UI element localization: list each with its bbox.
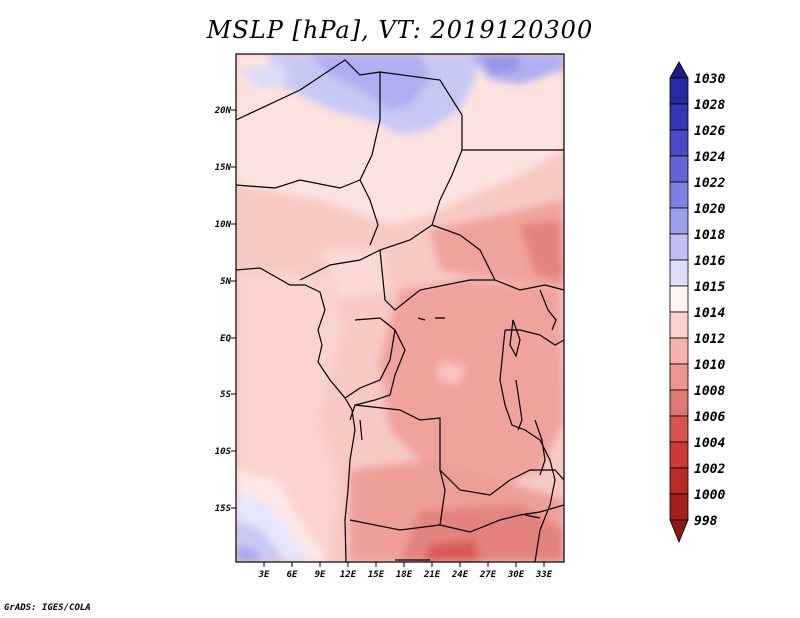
lat-label: 5S — [220, 390, 231, 400]
lat-label: 15S — [215, 504, 232, 514]
colorbar-label: 1000 — [694, 488, 725, 503]
colorbar-swatch — [669, 389, 689, 417]
lon-labels: 3E 6E 9E 12E 15E 18E 21E 24E 27E 30E 33E — [258, 570, 553, 580]
colorbar-swatch — [669, 467, 689, 495]
colorbar-label: 1018 — [694, 228, 725, 243]
lon-label: 12E — [340, 570, 357, 580]
lon-label: 6E — [287, 570, 298, 580]
colorbar-swatch — [669, 77, 689, 105]
map-title: MSLP [hPa], VT: 2019120300 — [206, 16, 594, 44]
colorbar-swatch — [669, 441, 689, 469]
colorbar-label: 1022 — [694, 176, 725, 191]
colorbar-swatch — [669, 311, 689, 339]
colorbar-swatch — [669, 363, 689, 391]
colorbar-top-triangle — [669, 61, 689, 79]
colorbar-label: 1002 — [694, 462, 725, 477]
lat-label: 10S — [215, 447, 232, 457]
lon-label: 21E — [423, 570, 441, 580]
colorbar-label: 998 — [694, 514, 718, 529]
lat-labels: 20N 15N 10N 5N EQ 5S 10S 15S — [214, 106, 232, 514]
colorbar-swatch — [669, 285, 689, 313]
colorbar-label: 1020 — [694, 202, 725, 217]
lakes — [359, 289, 557, 519]
colorbar-label: 1015 — [694, 280, 725, 295]
pressure-shading — [236, 54, 564, 562]
colorbar-label: 1010 — [694, 358, 725, 373]
lon-label: 30E — [507, 570, 525, 580]
lon-label: 18E — [396, 570, 413, 580]
colorbar-swatch — [669, 155, 689, 183]
lon-label: 9E — [315, 570, 326, 580]
lat-label: 20N — [214, 106, 232, 116]
colorbar-label: 1004 — [694, 436, 725, 451]
lat-label: 5N — [220, 277, 231, 287]
colorbar-swatch — [669, 259, 689, 287]
colorbar-label: 1030 — [694, 72, 725, 87]
colorbar-swatch — [669, 415, 689, 443]
lat-ticks — [231, 109, 236, 509]
colorbar-label: 1008 — [694, 384, 725, 399]
colorbar-bottom-triangle — [669, 519, 689, 544]
colorbar-swatch — [669, 129, 689, 157]
lon-label: 24E — [451, 570, 469, 580]
colorbar-swatch — [669, 181, 689, 209]
colorbar-swatch — [669, 103, 689, 131]
colorbar-label: 1012 — [694, 332, 725, 347]
colorbar-label: 1016 — [694, 254, 725, 269]
lat-label: 15N — [215, 163, 232, 173]
lon-ticks — [263, 562, 545, 567]
lat-label: 10N — [215, 220, 232, 230]
colorbar-swatch — [669, 493, 689, 521]
colorbar-label: 1026 — [694, 124, 725, 139]
lat-label: EQ — [220, 334, 231, 344]
colorbar-swatch — [669, 337, 689, 365]
colorbar-label: 1024 — [694, 150, 725, 165]
borders — [236, 59, 564, 562]
map-frame — [235, 53, 565, 563]
lon-label: 27E — [479, 570, 497, 580]
lon-label: 15E — [368, 570, 385, 580]
colorbar-label: 1006 — [694, 410, 725, 425]
lon-label: 3E — [258, 570, 270, 580]
colorbar-swatch — [669, 207, 689, 235]
lon-label: 33E — [535, 570, 553, 580]
colorbar-label: 1014 — [694, 306, 725, 321]
footer-credit: GrADS: IGES/COLA — [4, 603, 91, 613]
colorbar-swatch — [669, 233, 689, 261]
color-bar-legend: 1030 1028 1026 1024 1022 1020 1018 1016 1015 1014… — [669, 61, 725, 544]
colorbar-label: 1028 — [694, 98, 725, 113]
